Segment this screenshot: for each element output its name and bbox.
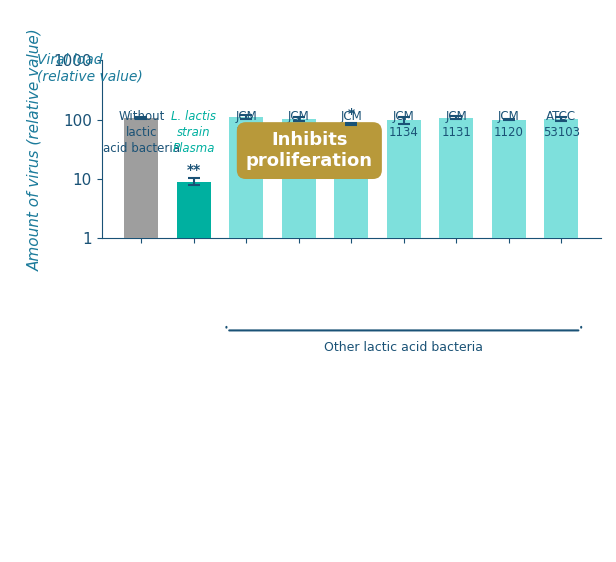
- Text: JCM
1059: JCM 1059: [336, 110, 366, 139]
- Text: JCM
1134: JCM 1134: [389, 110, 419, 139]
- Text: JCM
158: JCM 158: [235, 110, 257, 139]
- Text: L. lactis
strain
Plasma: L. lactis strain Plasma: [171, 110, 216, 155]
- Bar: [492, 120, 526, 562]
- Text: JCM
1120: JCM 1120: [494, 110, 524, 139]
- Bar: [544, 119, 578, 562]
- Bar: [229, 117, 264, 562]
- Text: JCM
1132: JCM 1132: [284, 110, 314, 139]
- Bar: [334, 124, 368, 562]
- Text: JCM
1131: JCM 1131: [441, 110, 471, 139]
- Text: Without
lactic
acid bacteria: Without lactic acid bacteria: [103, 110, 180, 155]
- Text: **: **: [187, 162, 201, 176]
- Bar: [387, 120, 421, 562]
- Text: Other lactic acid bacteria: Other lactic acid bacteria: [324, 341, 484, 354]
- Bar: [177, 182, 211, 562]
- Bar: [282, 119, 316, 562]
- Bar: [439, 118, 473, 562]
- Bar: [124, 118, 158, 562]
- Text: ATCC
53103: ATCC 53103: [543, 110, 580, 139]
- Text: *: *: [348, 107, 355, 121]
- Text: Viral load
(relative value): Viral load (relative value): [37, 53, 142, 84]
- Y-axis label: Amount of virus (relative value): Amount of virus (relative value): [27, 28, 43, 271]
- Text: Inhibits
proliferation: Inhibits proliferation: [197, 131, 373, 183]
